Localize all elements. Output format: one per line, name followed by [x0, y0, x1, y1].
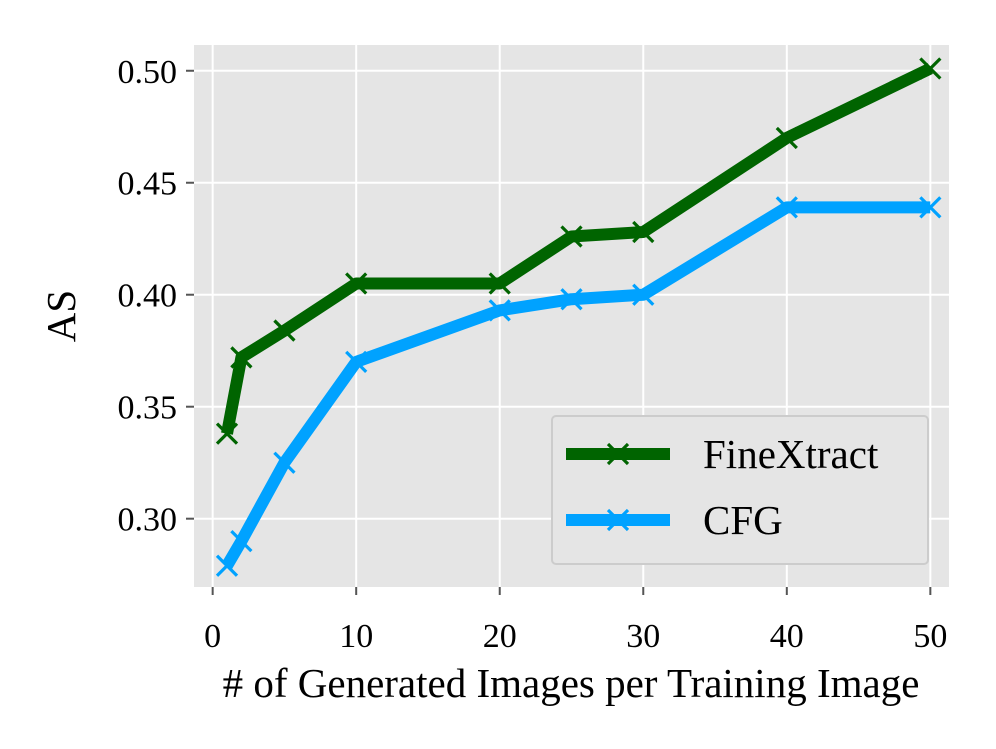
data-point-finextract — [230, 346, 253, 369]
y-tick-label: 0.45 — [118, 166, 178, 203]
legend-marker-cfg — [606, 508, 630, 532]
data-point-cfg — [919, 196, 942, 219]
data-point-finextract — [345, 272, 368, 295]
data-point-finextract — [919, 57, 942, 80]
y-tick-label: 0.40 — [118, 278, 178, 315]
y-tick-label: 0.35 — [118, 390, 178, 427]
y-axis-label: AS — [38, 290, 84, 342]
data-point-cfg — [230, 529, 253, 553]
data-point-cfg — [215, 554, 239, 577]
x-tick-label: 20 — [483, 618, 517, 655]
data-point-finextract — [273, 319, 296, 342]
legend-marker-finextract — [606, 442, 630, 466]
x-axis-label: # of Generated Images per Training Image — [223, 660, 920, 706]
data-point-cfg — [560, 288, 583, 311]
y-tick-label: 0.50 — [118, 54, 178, 91]
data-point-cfg — [775, 196, 798, 219]
series-lines — [215, 57, 942, 577]
data-point-finextract — [215, 422, 239, 445]
x-tick-label: 0 — [204, 618, 221, 655]
data-point-finextract — [632, 220, 655, 244]
data-point-finextract — [775, 126, 798, 150]
x-tick-label: 40 — [770, 618, 804, 655]
x-tick-label: 30 — [626, 618, 660, 655]
y-tick-label: 0.30 — [118, 502, 178, 539]
legend: FineXtract CFG — [551, 415, 929, 565]
data-point-finextract — [560, 225, 583, 248]
data-point-cfg — [345, 350, 368, 374]
x-tick-label: 50 — [913, 618, 947, 655]
legend-label-finextract: FineXtract — [703, 431, 879, 477]
legend-label-cfg: CFG — [703, 497, 783, 543]
x-tick-label: 10 — [339, 618, 373, 655]
data-point-cfg — [488, 299, 511, 322]
axes: 0 10 20 30 40 50 0.30 0.35 0.40 0.45 0.50 — [118, 54, 948, 655]
data-point-cfg — [273, 451, 296, 474]
data-point-finextract — [488, 272, 511, 295]
data-point-cfg — [632, 283, 655, 306]
